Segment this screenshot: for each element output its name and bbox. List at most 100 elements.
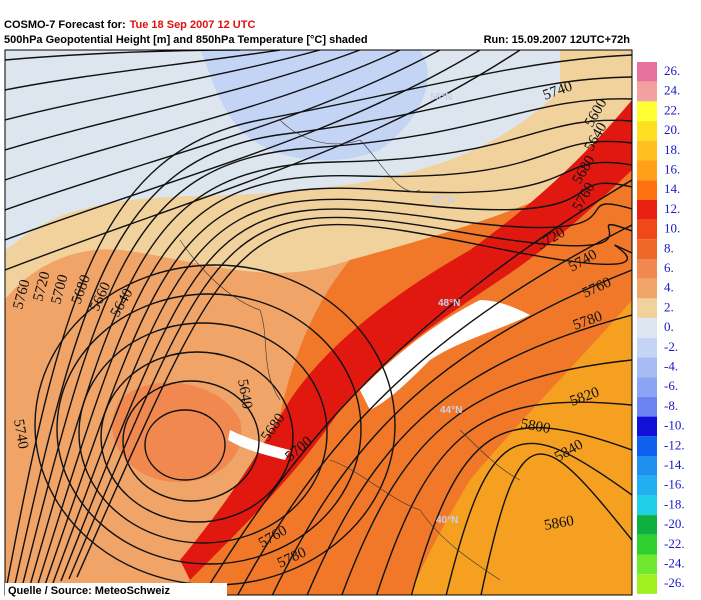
legend-label: 4. <box>664 280 674 295</box>
contour-line <box>122 380 260 502</box>
field-south <box>410 300 632 595</box>
legend-swatch <box>637 219 657 240</box>
field-cold <box>200 50 428 161</box>
legend-swatch <box>637 121 657 141</box>
contour-line <box>36 140 632 588</box>
contour-line <box>68 216 632 580</box>
legend-label: 6. <box>664 260 674 275</box>
field-low-core <box>112 382 242 482</box>
legend-swatch <box>637 456 657 476</box>
map-frame <box>4 49 633 596</box>
contour-line <box>78 322 328 544</box>
contour-line <box>12 76 632 594</box>
legend-label: 22. <box>664 102 680 117</box>
legend-label: 2. <box>664 299 674 314</box>
coastlines <box>179 119 521 581</box>
legend-label: -24. <box>664 556 685 571</box>
legend-label: -10. <box>664 418 685 433</box>
contour-line <box>271 269 632 595</box>
contour-line <box>5 50 361 151</box>
contour-line <box>5 50 321 121</box>
legend-swatch <box>637 62 657 82</box>
legend-label: 12. <box>664 201 680 216</box>
source: Quelle / Source: MeteoSchweiz <box>8 585 170 597</box>
contour-line <box>5 50 481 241</box>
contour-line <box>5 50 401 181</box>
legend-swatch <box>637 259 657 279</box>
legend-label: -8. <box>664 398 678 413</box>
header-line1: COSMO-7 Forecast for: Tue 18 Sep 2007 12 … <box>4 19 255 31</box>
legend-swatch <box>637 396 657 417</box>
legend-swatch <box>637 475 657 496</box>
run-info: Run: 15.09.2007 12UTC+72h <box>484 34 631 46</box>
contour-label: 5640 <box>234 378 255 410</box>
legend-swatch <box>637 554 657 575</box>
contour-line <box>76 224 632 578</box>
contour-line <box>28 119 632 590</box>
legend-label: 20. <box>664 122 680 137</box>
contour-line <box>341 359 632 595</box>
contour-line <box>236 224 632 595</box>
legend-label: -20. <box>664 516 685 531</box>
contour-line <box>52 182 632 584</box>
subtitle: 500hPa Geopotential Height [m] and 850hP… <box>4 34 368 46</box>
legend-swatch <box>637 574 657 594</box>
legend-label: 26. <box>664 63 680 78</box>
legend-swatch <box>637 318 657 338</box>
legend-label: 10. <box>664 221 680 236</box>
legend-swatch <box>637 377 657 397</box>
contour-line <box>60 203 632 582</box>
latitude-label: 44°N <box>440 405 462 416</box>
legend-swatch <box>637 495 657 516</box>
contour-line <box>56 293 362 565</box>
field-warm-band <box>180 100 632 580</box>
legend-swatch <box>637 81 657 102</box>
legend-swatch <box>637 199 657 220</box>
legend-swatch <box>637 298 657 319</box>
legend-label: -22. <box>664 536 685 551</box>
contour-label: 5740 <box>10 418 31 450</box>
contour-line <box>480 453 632 595</box>
contour-label: 5800 <box>519 416 551 437</box>
legend-swatch <box>637 101 657 122</box>
title-prefix: COSMO-7 Forecast for: <box>4 19 126 31</box>
latitude-label: 48°N <box>438 298 460 309</box>
legend-label: 14. <box>664 181 680 196</box>
legend-swatch <box>637 239 657 259</box>
legend: 26. 24. 22. 20. 18. 16. 14. 12. 10. 8. 6. 4. 2. 0. -2.… <box>637 62 685 594</box>
legend-swatch <box>637 534 657 555</box>
legend-label: -4. <box>664 359 678 374</box>
legend-label: -6. <box>664 378 678 393</box>
legend-swatch <box>637 357 657 378</box>
legend-swatch <box>637 436 657 456</box>
legend-label: 8. <box>664 240 674 255</box>
legend-label: -26. <box>664 575 685 590</box>
legend-swatch <box>637 337 657 358</box>
contour-line <box>5 54 632 595</box>
contour-label: 5760 <box>10 278 33 311</box>
legend-swatch <box>637 140 657 161</box>
legend-label: -18. <box>664 496 685 511</box>
latitude-label: 40°N <box>436 515 458 526</box>
contour-label: 5720 <box>30 270 53 303</box>
latitude-label: 52°N <box>432 195 454 206</box>
alps-mask <box>360 300 530 410</box>
contour-label: 5860 <box>543 513 575 534</box>
legend-swatch <box>637 278 657 299</box>
map: 5760572057005680566056405740564056805700… <box>5 50 632 595</box>
legend-label: 0. <box>664 319 674 334</box>
contour-line <box>375 401 632 595</box>
legend-swatch <box>637 515 657 535</box>
legend-label: 24. <box>664 83 680 98</box>
contour-line <box>144 409 226 481</box>
contour-line <box>44 161 632 586</box>
contour-line <box>100 351 294 523</box>
forecast-time: Tue 18 Sep 2007 12 UTC <box>130 19 256 31</box>
contour-line <box>410 426 632 595</box>
legend-label: 16. <box>664 162 680 177</box>
legend-label: -16. <box>664 477 685 492</box>
latitude-label: 56°N <box>430 92 452 103</box>
source-box <box>5 583 227 597</box>
contour-line <box>5 50 441 211</box>
